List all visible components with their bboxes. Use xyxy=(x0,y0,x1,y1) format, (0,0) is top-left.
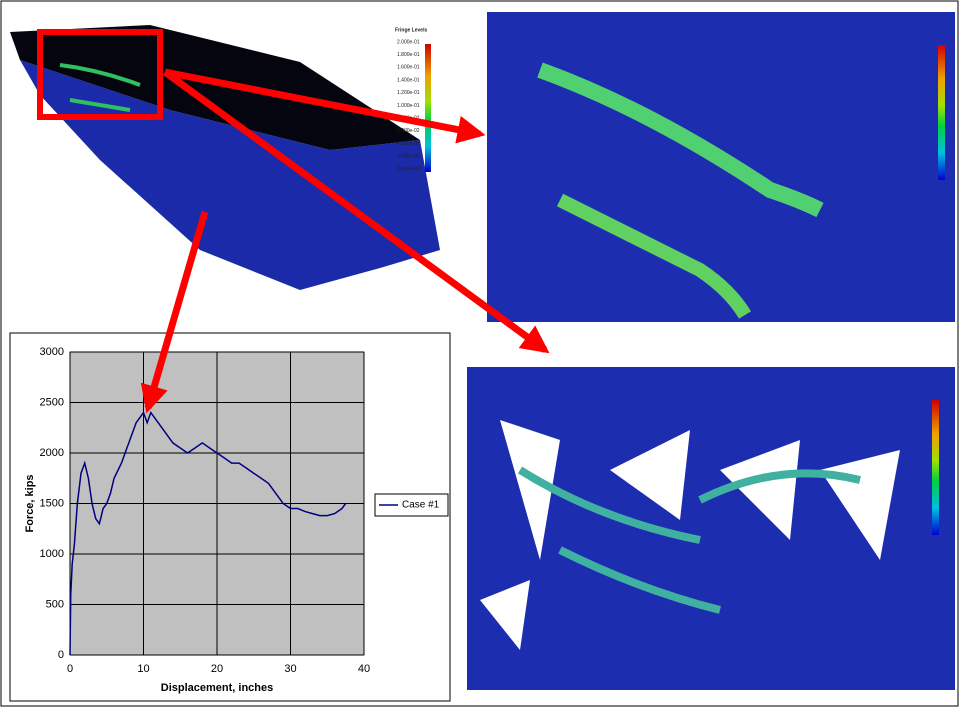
fringe-label: 4.000e-02 xyxy=(397,141,420,147)
fringe-label: 1.200e-01 xyxy=(397,90,420,96)
y-axis-label: Force, kips xyxy=(24,474,36,532)
x-tick-label: 10 xyxy=(137,663,149,675)
fringe-label: 2.000e-01 xyxy=(397,39,420,45)
y-tick-label: 2000 xyxy=(40,447,64,459)
fringe-label: 2.000e-02 xyxy=(397,154,420,160)
color-bar xyxy=(932,400,939,535)
y-tick-label: 3000 xyxy=(40,346,64,358)
y-tick-label: 1500 xyxy=(40,497,64,509)
x-tick-label: 40 xyxy=(358,663,370,675)
color-bar xyxy=(938,45,945,180)
x-tick-label: 30 xyxy=(284,663,296,675)
figure: Fringe Levels 2.000e-01 1.800e-01 1.600e-0… xyxy=(0,0,960,708)
y-tick-label: 2500 xyxy=(40,396,64,408)
fringe-label: 1.400e-01 xyxy=(397,77,420,83)
fringe-label: 1.600e-01 xyxy=(397,65,420,71)
fringe-label: 1.800e-01 xyxy=(397,52,420,58)
fringe-label: 0.000e+00 xyxy=(397,166,421,172)
fringe-label: 6.000e-02 xyxy=(397,128,420,134)
y-tick-label: 1000 xyxy=(40,548,64,560)
x-tick-label: 20 xyxy=(211,663,223,675)
y-tick-label: 500 xyxy=(46,598,64,610)
fringe-title: Fringe Levels xyxy=(395,27,427,33)
y-tick-label: 0 xyxy=(58,649,64,661)
color-bar xyxy=(425,44,431,172)
x-tick-label: 0 xyxy=(67,663,73,675)
x-axis-label: Displacement, inches xyxy=(161,682,274,694)
fringe-label: 1.000e-01 xyxy=(397,103,420,109)
legend-label: Case #1 xyxy=(402,500,440,511)
